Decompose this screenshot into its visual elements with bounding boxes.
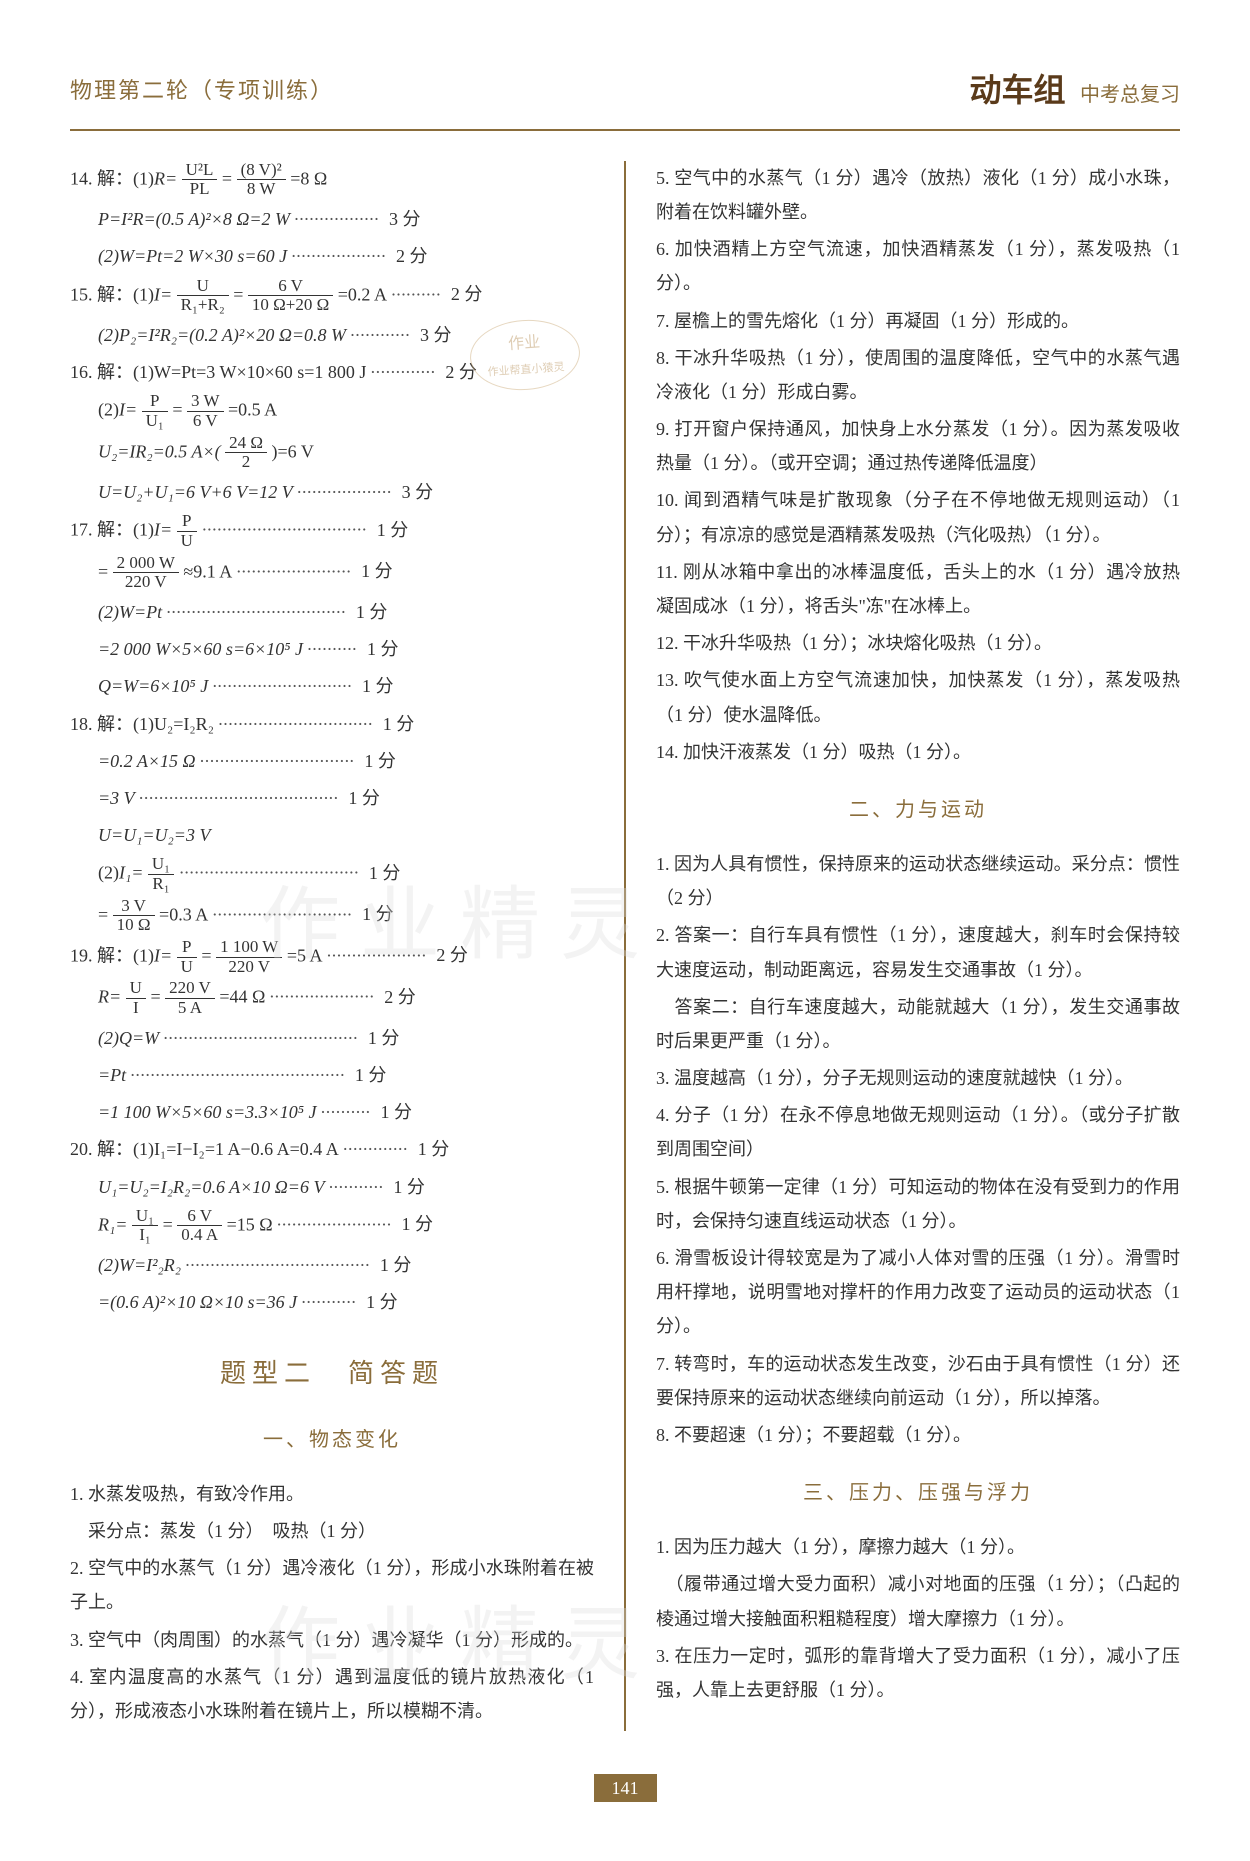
header-right: 动车组 中考总复习 xyxy=(969,60,1180,121)
answer-line: 8. 不要超速（1 分）；不要超载（1 分）。 xyxy=(656,1418,1180,1452)
column-divider xyxy=(624,161,626,1731)
answer-line: 6. 加快酒精上方空气流速，加快酒精蒸发（1 分），蒸发吸热（1 分）。 xyxy=(656,232,1180,300)
section1-list: 1. 水蒸发吸热，有致冷作用。 采分点：蒸发（1 分） 吸热（1 分）2. 空气… xyxy=(70,1477,594,1728)
q15-l1: 15. 解：(1)I= UR₁+R₂ = 6 V10 Ω+20 Ω =0.2 A… xyxy=(70,277,594,315)
answer-line: 8. 干冰升华吸热（1 分），使周围的温度降低，空气中的水蒸气遇冷液化（1 分）… xyxy=(656,341,1180,409)
q14-l3: (2)W=Pt=2 W×30 s=60 J ··················… xyxy=(70,239,594,273)
section1b-list: 5. 空气中的水蒸气（1 分）遇冷（放热）液化（1 分）成小水珠，附着在饮料罐外… xyxy=(656,161,1180,769)
answer-line: 1. 因为压力越大（1 分），摩擦力越大（1 分）。 xyxy=(656,1530,1180,1564)
answer-line: 采分点：蒸发（1 分） 吸热（1 分） xyxy=(70,1514,594,1548)
q17-l1: 17. 解：(1)I= PU ·························… xyxy=(70,512,594,550)
answer-line: 5. 根据牛顿第一定律（1 分）可知运动的物体在没有受到力的作用时，会保持匀速直… xyxy=(656,1170,1180,1238)
section3-list: 1. 因为压力越大（1 分），摩擦力越大（1 分）。 （履带通过增大受力面积）减… xyxy=(656,1530,1180,1707)
q18-l6: = 3 V10 Ω =0.3 A ·······················… xyxy=(70,897,594,935)
q18-l1: 18. 解：(1)U₂=I₂R₂ ·······················… xyxy=(70,707,594,741)
answer-line: 12. 干冰升华吸热（1 分）；冰块熔化吸热（1 分）。 xyxy=(656,626,1180,660)
q18-l5: (2)I₁= U₁R₁ ····························… xyxy=(70,855,594,893)
q17-l2: = 2 000 W220 V ≈9.1 A ··················… xyxy=(70,554,594,592)
answer-line: 1. 水蒸发吸热，有致冷作用。 xyxy=(70,1477,594,1511)
q17-l5: Q=W=6×10⁵ J ····························… xyxy=(70,669,594,703)
answer-line: 11. 刚从冰箱中拿出的冰棒温度低，舌头上的水（1 分）遇冷放热凝固成冰（1 分… xyxy=(656,555,1180,623)
answer-line: 6. 滑雪板设计得较宽是为了减小人体对雪的压强（1 分）。滑雪时用杆撑地，说明雪… xyxy=(656,1241,1180,1344)
q18-l4: U=U₁=U₂=3 V xyxy=(70,818,594,852)
q20-l3: R₁= U₁I₁ = 6 V0.4 A =15 Ω ··············… xyxy=(70,1207,594,1245)
right-column: 5. 空气中的水蒸气（1 分）遇冷（放热）液化（1 分）成小水珠，附着在饮料罐外… xyxy=(656,161,1180,1731)
answer-line: 9. 打开窗户保持通风，加快身上水分蒸发（1 分）。因为蒸发吸收热量（1 分）。… xyxy=(656,412,1180,480)
left-column: 14. 解：(1)R= U²LPL = (8 V)²8 W =8 Ω P=I²R… xyxy=(70,161,594,1731)
answer-line: 7. 转弯时，车的运动状态发生改变，沙石由于具有惯性（1 分）还要保持原来的运动… xyxy=(656,1347,1180,1415)
section-title-2: 题型二 简答题 xyxy=(70,1349,594,1398)
content-columns: 14. 解：(1)R= U²LPL = (8 V)²8 W =8 Ω P=I²R… xyxy=(70,161,1180,1731)
q19-l1: 19. 解：(1)I= PU = 1 100 W220 V =5 A ·····… xyxy=(70,938,594,976)
answer-line: 3. 空气中（肉周围）的水蒸气（1 分）遇冷凝华（1 分）形成的。 xyxy=(70,1623,594,1657)
q19-l4: =Pt ····································… xyxy=(70,1058,594,1092)
q20-l2: U₁=U₂=I₂R₂=0.6 A×10 Ω=6 V ··········· 1 … xyxy=(70,1170,594,1204)
q14-l1: 14. 解：(1)R= U²LPL = (8 V)²8 W =8 Ω xyxy=(70,161,594,199)
q20-l4: (2)W=I²₂R₂ ·····························… xyxy=(70,1248,594,1282)
q19-l3: (2)Q=W ·································… xyxy=(70,1021,594,1055)
page-header: 物理第二轮（专项训练） 动车组 中考总复习 xyxy=(70,60,1180,131)
header-left: 物理第二轮（专项训练） xyxy=(70,70,334,112)
brand-logo: 动车组 xyxy=(969,72,1065,108)
q20-l1: 20. 解：(1)I₁=I−I₂=1 A−0.6 A=0.4 A ·······… xyxy=(70,1132,594,1166)
answer-line: 4. 室内温度高的水蒸气（1 分）遇到温度低的镜片放热液化（1 分），形成液态小… xyxy=(70,1660,594,1728)
answer-line: 答案二：自行车速度越大，动能就越大（1 分），发生交通事故时后果更严重（1 分）… xyxy=(656,990,1180,1058)
page-number: 141 xyxy=(70,1771,1180,1805)
answer-line: 14. 加快汗液蒸发（1 分）吸热（1 分）。 xyxy=(656,735,1180,769)
answer-line: 2. 空气中的水蒸气（1 分）遇冷液化（1 分），形成小水珠附着在被子上。 xyxy=(70,1551,594,1619)
q17-l4: =2 000 W×5×60 s=6×10⁵ J ·········· 1 分 xyxy=(70,632,594,666)
sub-title-3: 三、压力、压强与浮力 xyxy=(656,1474,1180,1512)
q19-l5: =1 100 W×5×60 s=3.3×10⁵ J ·········· 1 分 xyxy=(70,1095,594,1129)
q16-l4: U=U₂+U₁=6 V+6 V=12 V ···················… xyxy=(70,475,594,509)
section2-list: 1. 因为人具有惯性，保持原来的运动状态继续运动。采分点：惯性（2 分）2. 答… xyxy=(656,847,1180,1452)
answer-line: 5. 空气中的水蒸气（1 分）遇冷（放热）液化（1 分）成小水珠，附着在饮料罐外… xyxy=(656,161,1180,229)
q14-l2: P=I²R=(0.5 A)²×8 Ω=2 W ·················… xyxy=(70,202,594,236)
q20-l5: =(0.6 A)²×10 Ω×10 s=36 J ··········· 1 分 xyxy=(70,1285,594,1319)
q16-l3: U₂=IR₂=0.5 A×( 24 Ω2 )=6 V xyxy=(70,434,594,472)
q17-l3: (2)W=Pt ································… xyxy=(70,595,594,629)
answer-line: 4. 分子（1 分）在永不停息地做无规则运动（1 分）。（或分子扩散到周围空间） xyxy=(656,1098,1180,1166)
answer-line: 1. 因为人具有惯性，保持原来的运动状态继续运动。采分点：惯性（2 分） xyxy=(656,847,1180,915)
q18-l2: =0.2 A×15 Ω ····························… xyxy=(70,744,594,778)
q15-l2: (2)P₂=I²R₂=(0.2 A)²×20 Ω=0.8 W ·········… xyxy=(70,318,594,352)
q18-l3: =3 V ···································… xyxy=(70,781,594,815)
answer-line: （履带通过增大受力面积）减小对地面的压强（1 分）；（凸起的棱通过增大接触面积粗… xyxy=(656,1567,1180,1635)
q16-l1: 16. 解：(1)W=Pt=3 W×10×60 s=1 800 J ······… xyxy=(70,355,594,389)
answer-line: 2. 答案一：自行车具有惯性（1 分），速度越大，刹车时会保持较大速度运动，制动… xyxy=(656,918,1180,986)
sub-title-1: 一、物态变化 xyxy=(70,1421,594,1459)
answer-line: 3. 温度越高（1 分），分子无规则运动的速度就越快（1 分）。 xyxy=(656,1061,1180,1095)
answer-line: 3. 在压力一定时，弧形的靠背增大了受力面积（1 分），减小了压强，人靠上去更舒… xyxy=(656,1639,1180,1707)
q16-l2: (2)I= PU₁ = 3 W6 V =0.5 A xyxy=(70,392,594,430)
header-subtitle: 中考总复习 xyxy=(1080,84,1180,106)
answer-line: 10. 闻到酒精气味是扩散现象（分子在不停地做无规则运动）（1 分）；有凉凉的感… xyxy=(656,483,1180,551)
answer-line: 7. 屋檐上的雪先熔化（1 分）再凝固（1 分）形成的。 xyxy=(656,304,1180,338)
sub-title-2: 二、力与运动 xyxy=(656,791,1180,829)
q19-l2: R= UI = 220 V5 A =44 Ω ·················… xyxy=(70,979,594,1017)
answer-line: 13. 吹气使水面上方空气流速加快，加快蒸发（1 分），蒸发吸热（1 分）使水温… xyxy=(656,663,1180,731)
